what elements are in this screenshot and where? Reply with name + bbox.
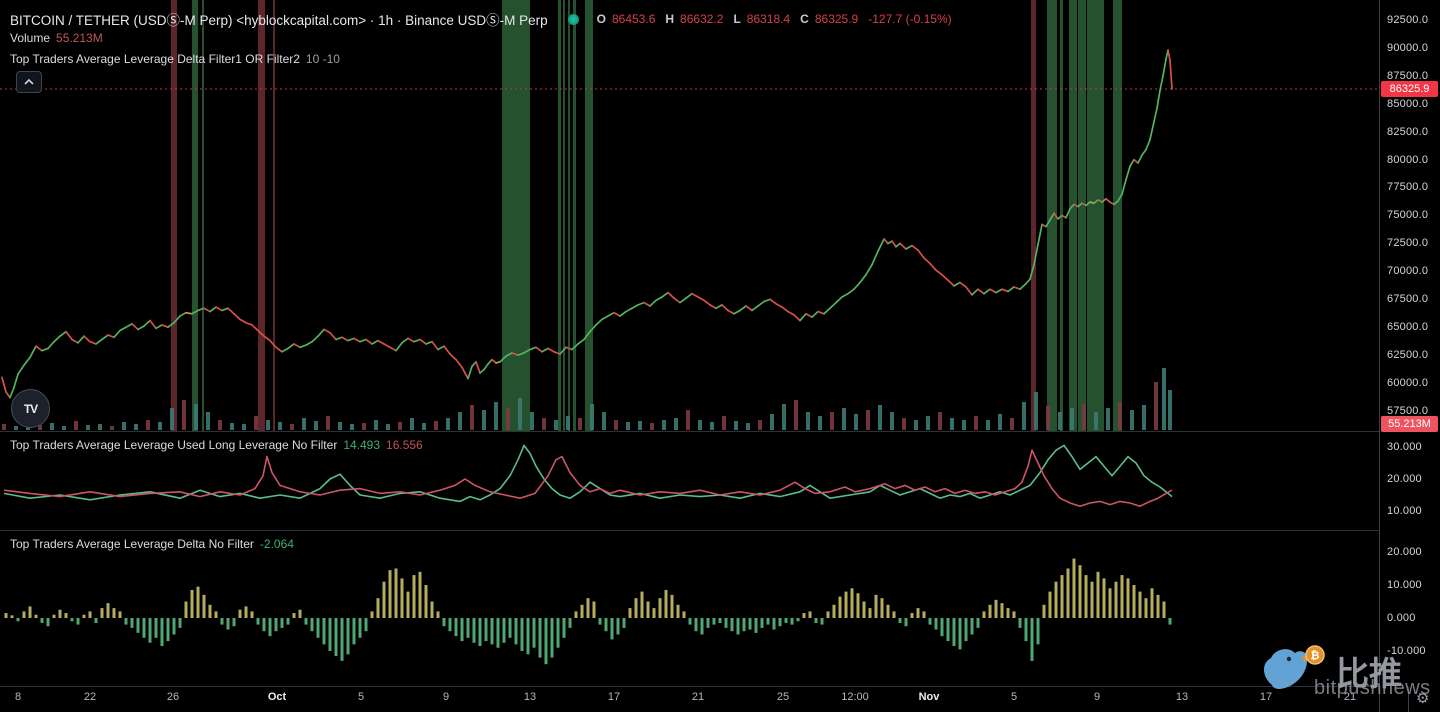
ohlc-open-label: O: [596, 12, 606, 26]
pane2-value-green: 14.493: [343, 438, 381, 452]
volume-value: 55.213M: [56, 31, 103, 45]
axis-tick-label: 62500.0: [1387, 349, 1429, 361]
chevron-up-icon: [24, 78, 34, 85]
axis-tick-label: 10.000: [1387, 505, 1422, 517]
main-price-pane[interactable]: [0, 0, 1380, 431]
price-axis[interactable]: 92500.0 90000.0 87500.0 85000.0 82500.0 80000…: [1380, 0, 1440, 712]
time-tick-label: 8: [14, 691, 22, 703]
axis-tick-label: 20.000: [1387, 546, 1422, 558]
price-axis-border: [1379, 0, 1380, 712]
axis-tick-label: 70000.0: [1387, 265, 1429, 277]
axis-settings-gear-icon[interactable]: ⚙: [1416, 690, 1430, 707]
axis-tick-label: 82500.0: [1387, 126, 1429, 138]
leverage-used-pane[interactable]: [0, 432, 1380, 530]
axis-tick-label: 0.000: [1387, 612, 1416, 624]
pane3-value: -2.064: [259, 537, 294, 551]
time-tick-label: 9: [1093, 691, 1101, 703]
axis-tick-label: 72500.0: [1387, 237, 1429, 249]
ohlc-low-label: L: [733, 12, 741, 26]
ohlc-change-value: -127.7 (-0.15%): [868, 12, 952, 26]
ohlc-close-label: C: [800, 12, 809, 26]
time-tick-label: 22: [83, 691, 97, 703]
pane3-title: Top Traders Average Leverage Delta No Fi…: [10, 537, 254, 551]
pane2-legend-row[interactable]: Top Traders Average Leverage Used Long L…: [10, 438, 423, 452]
time-tick-label: 21: [1343, 691, 1357, 703]
axis-tick-label: 77500.0: [1387, 181, 1429, 193]
collapse-pane-button[interactable]: [16, 71, 42, 93]
time-tick-label: Oct: [267, 691, 287, 703]
axis-tick-label: 10.000: [1387, 579, 1422, 591]
pane2-title: Top Traders Average Leverage Used Long L…: [10, 438, 338, 452]
pane-divider-1[interactable]: [0, 431, 1440, 432]
ohlc-high-value: 86632.2: [680, 12, 724, 26]
volume-label: Volume: [10, 31, 51, 45]
ohlc-high-label: H: [665, 12, 675, 26]
axis-tick-label: 30.000: [1387, 441, 1422, 453]
pane-divider-2[interactable]: [0, 530, 1440, 531]
time-tick-label: 9: [442, 691, 450, 703]
indicator1-legend-row[interactable]: Top Traders Average Leverage Delta Filte…: [10, 52, 340, 66]
time-tick-label: 17: [607, 691, 621, 703]
time-tick-label: 26: [166, 691, 180, 703]
leverage-delta-pane[interactable]: [0, 531, 1380, 686]
time-tick-label: 25: [776, 691, 790, 703]
axis-tick-label: 87500.0: [1387, 70, 1429, 82]
indicator1-title: Top Traders Average Leverage Delta Filte…: [10, 52, 300, 66]
axis-tick-label: 57500.0: [1387, 405, 1429, 417]
axis-tick-label: 80000.0: [1387, 154, 1429, 166]
time-axis[interactable]: 8 22 26 Oct 5 9 13 17 21 25 12:00 Nov 5 9 13 17 21: [0, 687, 1379, 712]
time-tick-label: 5: [357, 691, 365, 703]
time-tick-label: 5: [1010, 691, 1018, 703]
time-tick-label: 21: [691, 691, 705, 703]
ohlc-low-value: 86318.4: [746, 12, 791, 26]
time-tick-label: 17: [1259, 691, 1273, 703]
axis-tick-label: 75000.0: [1387, 209, 1429, 221]
time-tick-label: 13: [1175, 691, 1189, 703]
chart-legend-row: BITCOIN / TETHER (USDⓈ-M Perp) <hyblockc…: [10, 9, 952, 29]
axis-tick-label: -10.000: [1387, 645, 1426, 657]
time-axis-separator: [1408, 687, 1409, 712]
axis-tick-label: 65000.0: [1387, 321, 1429, 333]
pane2-value-red: 16.556: [386, 438, 423, 452]
axis-tick-label: 90000.0: [1387, 42, 1429, 54]
ohlc-close-value: 86325.9: [814, 12, 859, 26]
tradingview-logo[interactable]: TV: [11, 389, 50, 428]
axis-tick-label: 20.000: [1387, 473, 1422, 485]
volume-legend-row[interactable]: Volume 55.213M: [10, 31, 103, 45]
ohlc-open-value: 86453.6: [611, 12, 656, 26]
axis-tick-label: 85000.0: [1387, 98, 1429, 110]
pane3-legend-row[interactable]: Top Traders Average Leverage Delta No Fi…: [10, 537, 294, 551]
time-tick-label: 13: [523, 691, 537, 703]
time-axis-divider: [0, 686, 1440, 687]
time-tick-label: 12:00: [841, 691, 869, 703]
current-price-badge: 86325.9: [1381, 81, 1438, 97]
axis-tick-label: 92500.0: [1387, 14, 1429, 26]
symbol-title[interactable]: BITCOIN / TETHER (USDⓈ-M Perp) <hyblockc…: [10, 13, 548, 28]
indicator1-params: 10 -10: [305, 52, 340, 66]
axis-tick-label: 67500.0: [1387, 293, 1429, 305]
time-tick-label: Nov: [918, 691, 940, 703]
volume-value-badge: 55.213M: [1381, 416, 1438, 432]
status-dot-icon: [567, 13, 579, 25]
axis-tick-label: 60000.0: [1387, 377, 1429, 389]
